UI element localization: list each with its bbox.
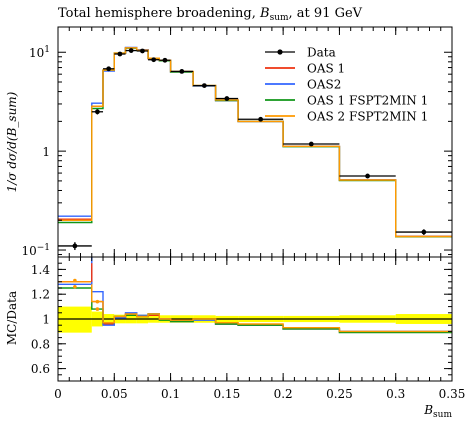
main-y-tick-label-2: 101 [29,45,50,60]
data-point-3 [117,51,123,57]
legend-label-oas-1-fspt2min-1: OAS 1 FSPT2MIN 1 [307,94,428,108]
data-point-12 [308,141,314,147]
legend-label-data: Data [307,46,336,60]
ratio-point-3 [95,299,100,304]
chart-title-symbol: B [259,6,270,21]
ratio-data-band-0 [58,306,92,333]
x-tick-label-7: 0.35 [439,387,466,401]
data-point-1 [95,109,100,115]
ratio-y-tick-label-1: 0.8 [31,337,50,351]
ratio-series-oas-1-fspt2min-1 [58,287,452,334]
main-plot-marks [58,46,452,251]
chart-title: Total hemisphere broadening, Bsum, at 91… [58,6,363,23]
ratio-point-0 [73,284,77,289]
legend: Data OAS 1 OAS2 OAS 1 FSPT2MIN 1 OAS 2 FSPT2… [265,46,428,124]
data-point-6 [151,57,157,63]
data-point-8 [179,69,185,74]
main-plot-frame [57,26,453,258]
legend-label-oas-1: OAS 1 [307,62,345,76]
ratio-plot-marks [58,257,452,334]
main-series-oas-2-fspt2min-1 [58,47,452,238]
ratio-series-oas-2-fspt2min-1 [58,281,452,333]
ratio-y-tick-label-2: 1 [42,313,50,327]
chart-title-subscript: sum [270,13,289,23]
data-point-13 [365,173,370,179]
legend-marker-data [277,49,283,55]
x-tick-label-5: 0.25 [326,387,353,401]
main-series-oas-1-fspt2min-1 [58,47,452,238]
data-point-0 [72,243,78,249]
main-series-oas2 [58,46,452,238]
main-y-tick-label-1: 1 [42,145,50,159]
x-axis-label-subscript: sum [433,410,452,420]
x-tick-label-2: 0.1 [161,387,180,401]
data-point-11 [258,116,264,122]
data-point-14 [421,229,427,235]
data-point-2 [106,66,112,72]
x-tick-label-1: 0.05 [101,387,128,401]
ratio-y-axis-label: MC/Data [5,291,19,345]
x-tick-label-4: 0.2 [274,387,293,401]
ratio-plot-axes: 0.6 0.8 1 1.2 1.4 0 0.05 0.1 0.15 0.2 0.25 0.3 0.35 [31,257,465,401]
ratio-y-tick-label-3: 1.2 [31,288,50,302]
ratio-point-2 [95,307,100,311]
legend-label-oas-2-fspt2min-1: OAS 2 FSPT2MIN 1 [307,110,428,124]
x-tick-label-3: 0.15 [213,387,240,401]
ratio-y-tick-label-4: 1.4 [31,263,50,277]
ratio-y-tick-label-0: 0.6 [31,362,50,376]
x-axis-label-symbol: B [423,403,433,417]
main-y-axis-label: 1/σ dσ/d(B_sum) [5,91,19,192]
legend-label-oas2: OAS2 [307,78,341,92]
data-point-4 [128,48,134,53]
data-point-7 [162,57,168,63]
x-tick-label-6: 0.3 [386,387,405,401]
main-plot: 10−1 1 101 1/σ dσ/d(B_sum) Data OAS 1 OAS2 OA… [5,26,453,258]
ratio-point-1 [73,278,77,283]
ratio-plot: 0.60.811.21.40 0.05 0.1 0.15 0.2 0.25 0.3 0.35 … [5,256,465,420]
chart-title-suffix: , at 91 GeV [289,6,363,21]
main-plot-axes: 10−1 1 101 [21,27,453,258]
main-series-oas-1 [58,47,452,237]
data-point-10 [224,96,230,101]
main-y-tick-label-0: 10−1 [21,243,50,258]
x-tick-label-0: 0 [54,387,62,401]
x-axis-label: Bsum [423,403,452,420]
data-point-5 [140,48,145,54]
data-point-9 [201,83,207,88]
chart-title-prefix: Total hemisphere broadening, [58,6,260,21]
